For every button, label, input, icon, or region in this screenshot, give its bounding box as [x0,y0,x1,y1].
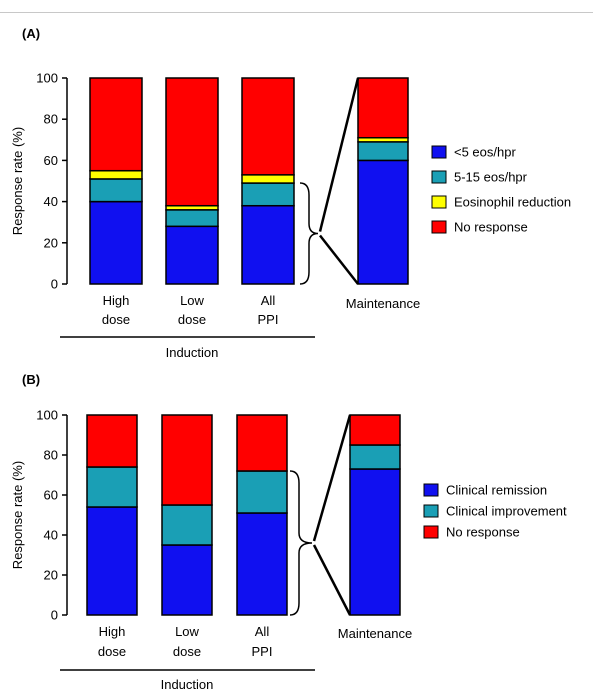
zoom-line-top [318,77,360,232]
legend-label: Clinical improvement [446,504,567,519]
bar-segment [236,512,288,616]
bar-segment [86,414,138,468]
category-label: Low [175,624,199,639]
category-label: dose [178,312,206,327]
y-tick-label: 60 [44,488,58,503]
category-label: All [255,624,270,639]
category-label: High [99,624,126,639]
bar-segment [161,504,213,546]
legend-label: <5 eos/hpr [454,145,516,160]
y-tick-label: 100 [36,71,58,86]
bar-segment [241,182,295,207]
maintenance-label: Maintenance [346,296,420,311]
legend-label: Eosinophil reduction [454,195,571,210]
category-label: PPI [252,644,273,659]
panel-label: (B) [22,372,40,387]
maintenance-bar-segment [349,444,401,470]
bar-segment [86,506,138,616]
bracket [299,182,319,285]
y-tick-label: 80 [44,112,58,127]
legend-swatch [423,525,439,539]
legend-label: No response [454,220,528,235]
legend-swatch [431,220,447,234]
top-divider [0,12,593,13]
bar-segment [89,200,143,285]
panel-label: (A) [22,26,40,41]
y-tick-label: 40 [44,194,58,209]
bar-segment [241,174,295,184]
bar-segment [86,466,138,508]
legend-swatch [431,170,447,184]
y-tick-label: 0 [51,277,58,292]
legend-label: 5-15 eos/hpr [454,170,528,185]
legend-swatch [423,504,439,518]
category-label: dose [98,644,126,659]
bar-segment [89,169,143,180]
legend-swatch [431,145,447,159]
category-label: dose [173,644,201,659]
maintenance-bar-segment [357,77,409,139]
bracket [289,470,313,616]
bar-segment [165,77,219,207]
category-label: dose [102,312,130,327]
legend-label: Clinical remission [446,483,547,498]
category-label: High [103,293,130,308]
maintenance-label: Maintenance [338,626,412,641]
bar-segment [241,204,295,285]
y-tick-label: 100 [36,408,58,423]
legend-swatch [423,483,439,497]
bar-segment [89,77,143,172]
bar-segment [241,77,295,176]
y-tick-label: 0 [51,608,58,623]
y-axis-label: Response rate (%) [10,461,25,569]
bar-segment [161,414,213,506]
maintenance-bar-segment [349,468,401,616]
group-label: Induction [166,345,219,360]
category-label: All [261,293,276,308]
y-axis-label: Response rate (%) [10,127,25,235]
y-tick-label: 40 [44,528,58,543]
category-label: PPI [258,312,279,327]
bar-segment [165,209,219,228]
maintenance-bar-segment [357,141,409,162]
legend-swatch [431,195,447,209]
bar-segment [161,544,213,616]
zoom-line-bottom [319,234,359,285]
y-tick-label: 20 [44,235,58,250]
legend-label: No response [446,525,520,540]
zoom-line-top [312,414,352,542]
bar-segment [236,414,288,472]
category-label: Low [180,293,204,308]
y-tick-label: 80 [44,448,58,463]
group-label: Induction [161,677,214,692]
y-tick-label: 60 [44,153,58,168]
y-tick-label: 20 [44,568,58,583]
zoom-line-bottom [312,544,352,616]
maintenance-bar-segment [349,414,401,446]
bar-segment [165,225,219,285]
bar-segment [89,178,143,203]
bar-segment [236,470,288,514]
maintenance-bar-segment [357,159,409,285]
